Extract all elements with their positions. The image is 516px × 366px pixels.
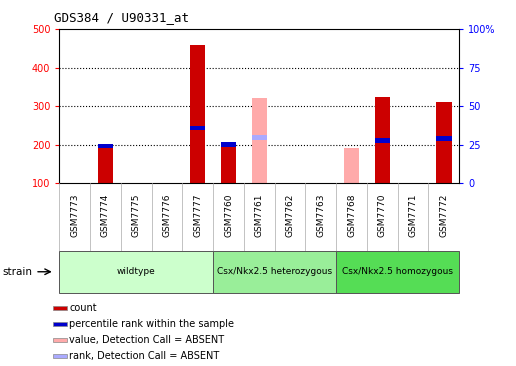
Bar [375,97,390,183]
FancyBboxPatch shape [59,251,213,293]
Text: GSM7763: GSM7763 [316,193,325,237]
Text: wildtype: wildtype [117,267,156,276]
Text: Csx/Nkx2.5 heterozygous: Csx/Nkx2.5 heterozygous [217,267,332,276]
Bar [190,45,205,183]
Bar [98,144,113,149]
Text: GSM7772: GSM7772 [439,193,448,236]
Text: GSM7762: GSM7762 [285,193,295,236]
Bar [252,98,267,183]
Text: GSM7775: GSM7775 [132,193,141,237]
Bar [252,135,267,140]
FancyBboxPatch shape [336,251,459,293]
Bar [221,142,236,147]
Text: GSM7771: GSM7771 [409,193,417,237]
Text: Csx/Nkx2.5 homozygous: Csx/Nkx2.5 homozygous [342,267,453,276]
Bar [190,126,205,130]
Text: GSM7776: GSM7776 [163,193,171,237]
Text: GSM7768: GSM7768 [347,193,356,237]
Bar [436,101,452,183]
Bar [436,137,452,141]
Text: percentile rank within the sample: percentile rank within the sample [69,319,234,329]
Text: GSM7760: GSM7760 [224,193,233,237]
Text: rank, Detection Call = ABSENT: rank, Detection Call = ABSENT [69,351,219,361]
Text: GSM7761: GSM7761 [255,193,264,237]
Text: GSM7770: GSM7770 [378,193,387,237]
FancyBboxPatch shape [213,251,336,293]
Text: GSM7777: GSM7777 [194,193,202,237]
Text: strain: strain [3,267,33,277]
Bar [54,322,67,326]
Text: GSM7774: GSM7774 [101,193,110,236]
Bar [221,143,236,183]
Bar [54,354,67,358]
Text: value, Detection Call = ABSENT: value, Detection Call = ABSENT [69,335,224,345]
Text: count: count [69,303,97,313]
Bar [54,306,67,310]
Bar [54,338,67,342]
Bar [344,147,359,183]
Text: GSM7773: GSM7773 [70,193,79,237]
Bar [375,138,390,143]
Bar [98,149,113,183]
Text: GDS384 / U90331_at: GDS384 / U90331_at [54,11,189,24]
